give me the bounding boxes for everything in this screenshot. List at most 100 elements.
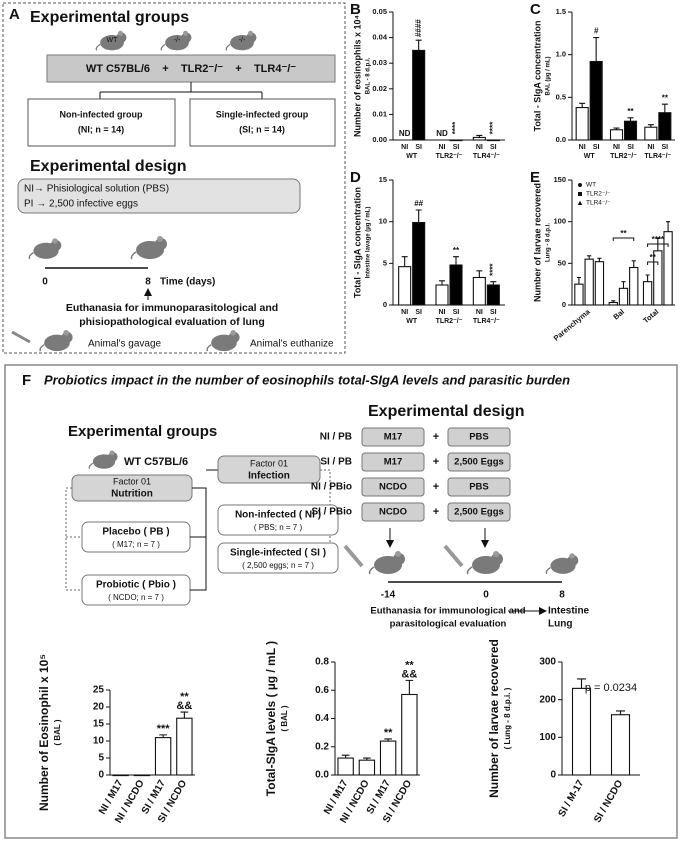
y-axis-sublabel: Lung - 8 d.p.i. [546, 223, 552, 262]
y-axis-sublabel: ( Lung - 8 d.p.i. ) [503, 687, 512, 749]
strain-label: WT C57BL/6 [124, 456, 188, 468]
significance: ** [620, 229, 627, 238]
time-point: 8 [145, 277, 151, 288]
bar [358, 759, 376, 776]
euthanasia-text: phisiopathological evaluation of lung [79, 316, 265, 328]
plus: + [433, 481, 439, 493]
error-bar [415, 209, 422, 223]
group-detail: ( 2,500 eggs; n = 7 ) [242, 561, 314, 570]
syringe-icon [343, 544, 364, 568]
time-point: -14 [381, 590, 396, 601]
outcome: Intestine [548, 606, 590, 617]
cell-box [361, 477, 425, 497]
y-tick-label: 0.02 [372, 84, 387, 93]
error-bar [621, 281, 626, 289]
y-tick-label: 10 [93, 736, 105, 747]
x-tick-label: TLR2⁻/⁻ [436, 318, 463, 325]
significance: **** [488, 121, 497, 134]
significance: ** [662, 93, 669, 102]
group-title: Non-infected ( NI ) [235, 510, 321, 521]
y-tick-label: 0.01 [372, 109, 387, 118]
error-bar [490, 281, 497, 285]
x-tick-label: SI / NCDO [592, 778, 625, 825]
y-tick-label: 0.8 [315, 657, 329, 668]
design-table: NI / PB M17 + PBS SI / PB M17 +2,500 Eggs NI / … [311, 427, 511, 522]
group-title: Probiotic ( Pbio ) [96, 580, 176, 591]
bar [472, 276, 486, 306]
series-label: NI [579, 144, 586, 151]
bar [133, 774, 151, 777]
icon-caption: Animal's euthanize [250, 339, 334, 350]
y-axis-label: Total - SIgA concentration [352, 187, 362, 298]
group-box [189, 98, 336, 147]
x-tick-label: TLR2⁻/⁻ [436, 153, 463, 160]
error-bar [613, 127, 620, 130]
group-title: Non-infected group [60, 109, 143, 119]
plus: + [433, 431, 439, 443]
cell-text: PBS [469, 482, 489, 493]
legend-label: TLR4⁻/⁻ [586, 200, 611, 207]
legend-marker [577, 200, 583, 205]
error-bar [616, 710, 625, 715]
syringe-icon [11, 330, 31, 344]
error-bar [476, 134, 483, 138]
significance: *** [157, 723, 171, 735]
significance: ** [650, 253, 657, 262]
series-label: NI [613, 144, 620, 151]
y-axis-label: Number of larvae recovered [487, 639, 501, 798]
section-title: Experimental design [368, 403, 525, 420]
time-point: 0 [483, 590, 489, 601]
group-detail: (NI; n = 14) [78, 124, 124, 134]
section-title: Experimental groups [68, 423, 217, 440]
y-tick-label: 20 [93, 702, 105, 713]
plus: + [433, 456, 439, 468]
cell-text: NCDO [379, 482, 407, 493]
group-box [217, 504, 339, 536]
y-axis-sublabel: ( BAL ) [280, 705, 289, 731]
mouse-icon [130, 235, 168, 260]
euthanasia-text: Euthanasia for immunoparasitological and [66, 302, 278, 314]
y-tick-label: 0 [98, 770, 104, 781]
error-bar [576, 276, 581, 285]
error-bar [180, 711, 189, 719]
bar [379, 740, 397, 776]
cell-text: 2,500 Eggs [454, 507, 504, 518]
group-title: Placebo ( PB ) [102, 527, 169, 538]
factor-label: Factor 01 [113, 476, 151, 486]
error-bar [384, 738, 392, 742]
bar [486, 284, 500, 306]
error-bar [655, 237, 660, 251]
euthanasia-text: Euthanasia for immunological and [370, 606, 525, 617]
significance: **** [451, 121, 460, 134]
mouse-icon [206, 330, 241, 352]
significance-bracket [647, 243, 669, 247]
y-tick-label: 0.4 [315, 713, 329, 724]
significance: ** [453, 246, 460, 255]
bar [608, 301, 618, 306]
bar [658, 112, 672, 141]
outcome: Lung [548, 619, 572, 630]
bar [618, 287, 629, 306]
y-tick-label: 0.03 [372, 58, 387, 67]
group-title: Single-infected group [216, 109, 309, 119]
bar [574, 283, 584, 306]
cell-box [361, 502, 425, 522]
factor-name: Nutrition [111, 489, 153, 500]
y-tick-label: 5 [383, 258, 387, 267]
section-title: Experimental design [30, 158, 187, 175]
panel-a-frame [2, 2, 346, 354]
cell-text: 2,500 Eggs [454, 457, 504, 468]
y-tick-label: 15 [379, 175, 387, 184]
bar [472, 136, 486, 141]
cell-box [361, 427, 425, 447]
error-bar [341, 754, 350, 759]
error-bar [666, 221, 671, 232]
x-tick-label: Bal [611, 307, 626, 321]
series-label: NI [476, 144, 483, 151]
group-box [27, 98, 176, 147]
bar [112, 774, 129, 777]
bar [337, 757, 354, 776]
panel-label: E [530, 169, 540, 186]
y-tick-label: 0.04 [372, 33, 387, 42]
time-axis-label: Time (days) [160, 277, 215, 288]
